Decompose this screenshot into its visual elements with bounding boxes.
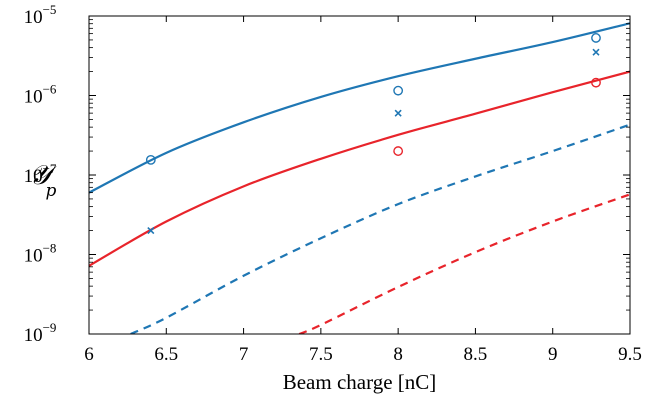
cross-marker bbox=[592, 48, 600, 56]
circle-marker bbox=[393, 85, 404, 96]
x-tick-label: 8.5 bbox=[464, 344, 488, 365]
y-tick-label: 10−8 bbox=[24, 241, 57, 267]
x-tick-label: 6 bbox=[84, 344, 94, 365]
series-layer bbox=[89, 22, 630, 334]
x-tick-label: 7 bbox=[239, 344, 249, 365]
y-tick-label: 10−5 bbox=[24, 2, 57, 28]
plot-area bbox=[89, 16, 630, 334]
y-tick-label: 10−6 bbox=[24, 82, 57, 108]
x-tick-label: 7.5 bbox=[309, 344, 333, 365]
series-solid-line-1 bbox=[89, 70, 630, 267]
circle-marker bbox=[145, 154, 156, 165]
x-tick-label: 9 bbox=[548, 344, 558, 365]
series-dashed-line-2 bbox=[130, 123, 630, 334]
circle-marker bbox=[591, 77, 601, 88]
y-tick-label: 10−7 bbox=[24, 161, 57, 187]
series-dashed-line-3 bbox=[298, 193, 630, 334]
cross-marker bbox=[147, 227, 155, 235]
ticks-layer: 6 6.5 7 7.5 8 8.5 9 9.5 10−5 10−6 10−7 10−8 10−9 bbox=[24, 2, 642, 365]
circle-marker bbox=[393, 146, 404, 156]
cross-marker bbox=[394, 109, 402, 117]
circle-marker bbox=[591, 33, 601, 43]
x-tick-label: 9.5 bbox=[618, 344, 642, 365]
series-solid-line-0 bbox=[89, 22, 630, 194]
y-tick-label: 10−9 bbox=[24, 320, 57, 346]
x-axis-label: Beam charge [nC] bbox=[283, 370, 437, 394]
y-axis-label-subscript: p bbox=[46, 181, 57, 201]
x-tick-label: 6.5 bbox=[154, 344, 178, 365]
x-tick-label: 8 bbox=[393, 344, 403, 365]
